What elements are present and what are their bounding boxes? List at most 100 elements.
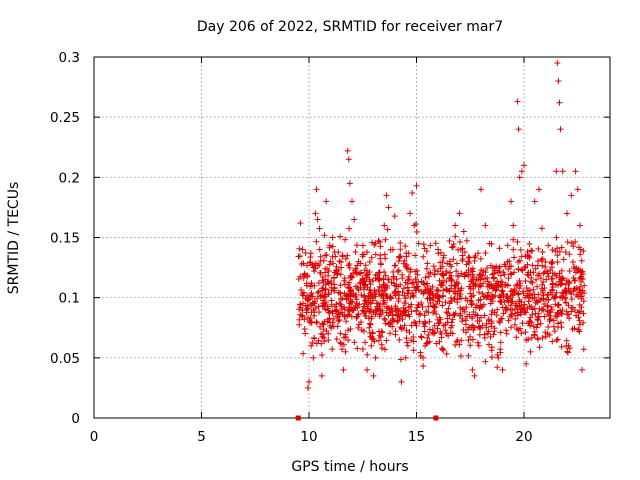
data-point xyxy=(536,186,543,193)
data-point xyxy=(424,260,431,267)
data-point xyxy=(463,237,470,244)
data-point xyxy=(458,270,465,277)
data-point xyxy=(324,303,331,310)
data-point xyxy=(489,307,496,314)
data-point xyxy=(382,316,389,323)
data-point xyxy=(566,279,573,286)
data-point xyxy=(465,352,472,359)
data-point xyxy=(528,247,535,254)
data-point xyxy=(427,242,434,249)
data-point xyxy=(452,281,459,288)
data-point xyxy=(563,337,570,344)
data-point xyxy=(456,312,463,319)
data-point xyxy=(351,305,358,312)
data-point xyxy=(522,329,529,336)
data-point xyxy=(497,346,504,353)
y-tick-label: 0 xyxy=(71,411,80,427)
data-point xyxy=(538,256,545,263)
data-point xyxy=(447,275,454,282)
data-point xyxy=(500,269,507,276)
data-point xyxy=(401,292,408,299)
data-point xyxy=(505,298,512,305)
data-point xyxy=(318,330,325,337)
data-point xyxy=(518,168,525,175)
data-point xyxy=(339,253,346,260)
data-point xyxy=(534,272,541,279)
data-point xyxy=(497,272,504,279)
data-point xyxy=(470,285,477,292)
data-point xyxy=(449,316,456,323)
ticks-layer: 0 5 10 15 20 0 0.05 0.1 0.15 0.2 0.25 0.3 xyxy=(50,50,610,445)
data-point xyxy=(376,332,383,339)
data-point xyxy=(346,260,353,267)
data-point xyxy=(539,249,546,256)
data-point xyxy=(309,339,316,346)
gap-markers xyxy=(295,415,439,421)
data-point xyxy=(298,287,305,294)
data-point xyxy=(576,222,583,229)
data-point xyxy=(345,262,352,269)
data-point xyxy=(341,277,348,284)
data-point xyxy=(412,252,419,259)
data-point xyxy=(359,242,366,249)
data-point xyxy=(406,329,413,336)
data-point xyxy=(502,307,509,314)
data-point xyxy=(329,243,336,250)
data-point xyxy=(440,287,447,294)
data-point xyxy=(430,263,437,270)
data-point xyxy=(510,222,517,229)
data-point xyxy=(530,269,537,276)
data-point xyxy=(447,324,454,331)
data-point xyxy=(443,286,450,293)
data-point xyxy=(342,348,349,355)
data-point xyxy=(522,263,529,270)
data-point xyxy=(483,324,490,331)
data-point xyxy=(472,282,479,289)
data-point xyxy=(358,327,365,334)
data-point xyxy=(455,273,462,280)
data-point xyxy=(566,268,573,275)
data-point xyxy=(332,253,339,260)
data-point xyxy=(340,341,347,348)
data-point xyxy=(327,258,334,265)
data-point xyxy=(312,210,319,217)
data-point xyxy=(316,246,323,253)
data-point xyxy=(476,271,483,278)
data-point xyxy=(459,315,466,322)
data-point xyxy=(515,266,522,273)
data-point xyxy=(496,245,503,252)
data-point xyxy=(545,242,552,249)
data-point xyxy=(337,233,344,240)
data-point xyxy=(505,317,512,324)
data-point xyxy=(562,249,569,256)
data-point xyxy=(562,299,569,306)
data-point xyxy=(425,273,432,280)
data-point xyxy=(394,268,401,275)
data-point xyxy=(364,351,371,358)
data-point xyxy=(397,356,404,363)
data-point xyxy=(373,300,380,307)
data-point xyxy=(568,240,575,247)
data-point xyxy=(366,320,373,327)
data-point xyxy=(461,308,468,315)
data-point xyxy=(533,324,540,331)
data-point xyxy=(384,294,391,301)
data-point xyxy=(411,284,418,291)
data-point xyxy=(306,378,312,385)
data-point xyxy=(401,322,408,329)
data-point xyxy=(548,264,555,271)
data-point xyxy=(474,339,481,346)
data-point xyxy=(341,312,348,319)
data-point xyxy=(558,244,565,251)
data-point xyxy=(387,321,394,328)
data-point xyxy=(436,298,443,305)
data-point xyxy=(458,337,465,344)
data-point xyxy=(467,333,474,340)
data-point xyxy=(311,312,318,319)
data-point xyxy=(308,301,315,308)
data-point xyxy=(410,347,417,354)
data-point xyxy=(337,282,344,289)
data-point xyxy=(351,339,358,346)
data-point xyxy=(479,322,486,329)
data-point xyxy=(367,333,374,340)
